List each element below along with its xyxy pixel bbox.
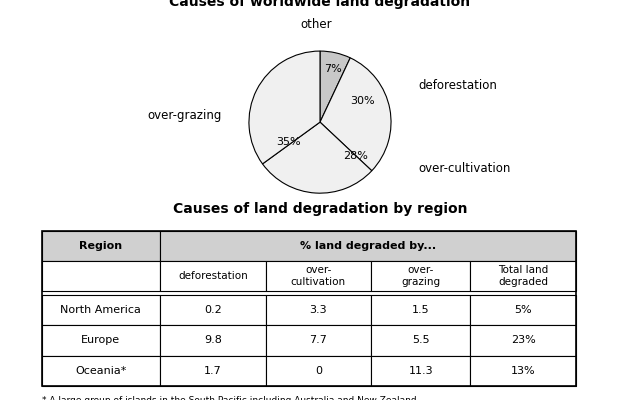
Bar [470, 261, 576, 291]
Text: 1.7: 1.7 [204, 366, 221, 376]
Text: over-cultivation: over-cultivation [418, 162, 511, 175]
Text: 7.7: 7.7 [310, 335, 327, 345]
Bar [371, 295, 470, 325]
Bar [160, 295, 266, 325]
Text: 5%: 5% [515, 305, 532, 315]
Text: deforestation: deforestation [178, 271, 248, 281]
Bar [160, 230, 576, 261]
Text: other: other [301, 18, 332, 30]
Text: over-
grazing: over- grazing [401, 265, 440, 287]
Bar [266, 261, 371, 291]
Text: 7%: 7% [324, 64, 342, 74]
Text: Region: Region [79, 241, 122, 251]
Text: 3.3: 3.3 [310, 305, 327, 315]
Text: 11.3: 11.3 [408, 366, 433, 376]
Bar [371, 356, 470, 386]
Wedge shape [320, 58, 391, 171]
Wedge shape [320, 51, 350, 122]
Wedge shape [262, 122, 372, 193]
Text: 28%: 28% [343, 151, 368, 161]
Text: * A large group of islands in the South Pacific including Australia and New Zeal: * A large group of islands in the South … [42, 396, 416, 400]
Bar [470, 325, 576, 356]
Text: Oceania*: Oceania* [75, 366, 127, 376]
Text: Europe: Europe [81, 335, 120, 345]
Bar [371, 325, 470, 356]
Bar [42, 295, 160, 325]
Text: 5.5: 5.5 [412, 335, 429, 345]
Text: 30%: 30% [350, 96, 375, 106]
Text: 0.2: 0.2 [204, 305, 221, 315]
Text: deforestation: deforestation [418, 79, 497, 92]
Bar [470, 295, 576, 325]
Bar [42, 261, 160, 291]
Bar [470, 356, 576, 386]
Bar [160, 261, 266, 291]
Title: Causes of land degradation by region: Causes of land degradation by region [173, 202, 467, 216]
Text: 9.8: 9.8 [204, 335, 221, 345]
Bar [160, 325, 266, 356]
Bar [42, 325, 160, 356]
Bar [266, 356, 371, 386]
Text: 13%: 13% [511, 366, 536, 376]
Text: over-
cultivation: over- cultivation [291, 265, 346, 287]
Wedge shape [249, 51, 320, 164]
Text: 1.5: 1.5 [412, 305, 429, 315]
Bar [42, 356, 160, 386]
Text: 23%: 23% [511, 335, 536, 345]
Bar [371, 261, 470, 291]
Text: % land degraded by...: % land degraded by... [300, 241, 436, 251]
Bar [42, 230, 160, 261]
Bar [160, 356, 266, 386]
Text: North America: North America [60, 305, 141, 315]
Bar [266, 325, 371, 356]
Title: Causes of worldwide land degradation: Causes of worldwide land degradation [170, 0, 470, 10]
Text: 0: 0 [315, 366, 322, 376]
Bar [266, 295, 371, 325]
Text: Total land
degraded: Total land degraded [498, 265, 548, 287]
Text: over-grazing: over-grazing [148, 108, 222, 122]
Text: 35%: 35% [276, 137, 300, 147]
Bar [42, 230, 576, 386]
